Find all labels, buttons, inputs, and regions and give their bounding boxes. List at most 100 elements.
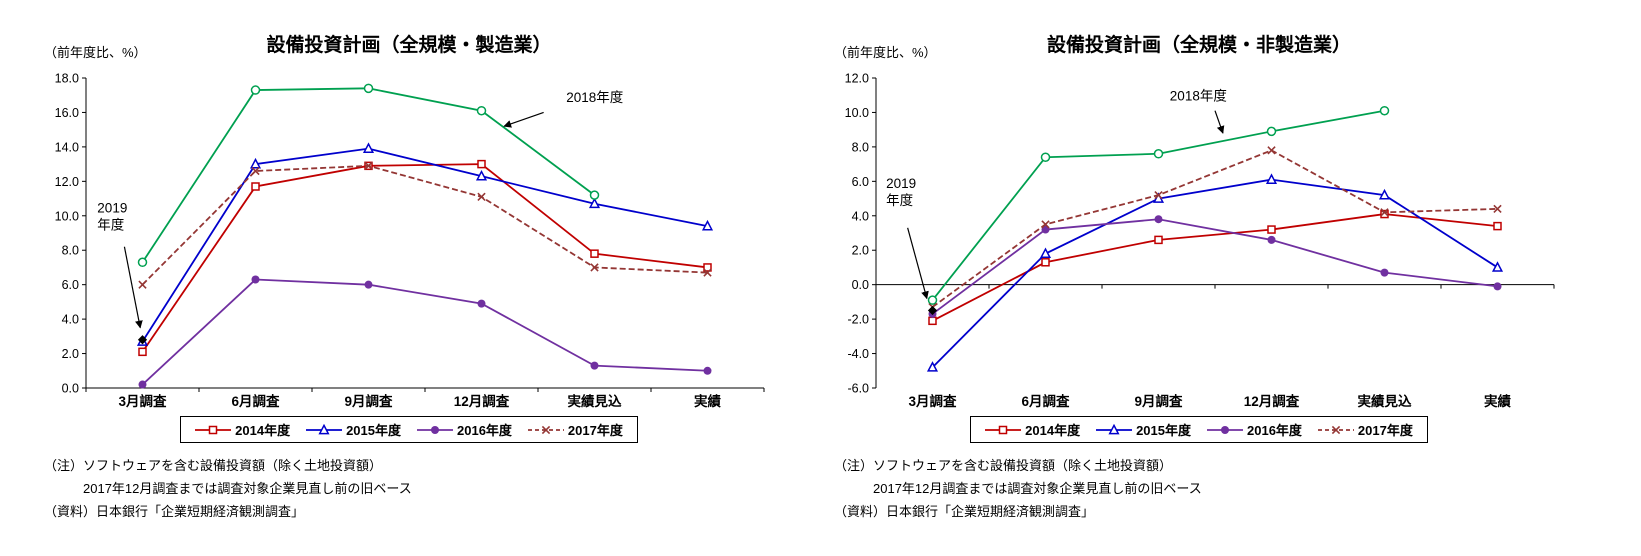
marker-square-open [138,347,147,357]
marker-circle-open [1266,126,1277,137]
marker-triangle-open [362,142,375,153]
marker-x [590,263,599,272]
series-2015年度 [926,173,1504,372]
legend-line-sample [1317,425,1354,434]
x-axis: 3月調査 6月調査 9月調査 12月調査 実績見込 実績 [875,284,1555,409]
marker-triangle-open [588,197,601,209]
marker-circle-filled [590,361,599,370]
legend-item-2017年度: 2017年度 [527,420,623,439]
notes-manufacturing: （注）ソフトウェアを含む設備投資額（除く土地投資額） 2017年12月調査までは… [44,455,790,523]
y-axis: -6.0 -4.0 -2.0 0.0 2.0 4.0 6.0 8.0 10.0 12.0 [845,72,877,396]
x-axis-label: 9月調査 [344,393,393,409]
chart-header: （前年度比、%） 設備投資計画（全規模・非製造業） [818,30,1580,66]
legend-item-2016年度: 2016年度 [1207,420,1302,439]
marker-x [703,268,712,277]
marker-x [1154,190,1163,200]
marker-circle-filled [1041,225,1050,234]
y-tick-label: 4.0 [852,209,869,223]
marker-circle-filled [1221,425,1229,434]
marker-circle-open [476,105,487,116]
y-tick-label: 2.0 [62,347,79,361]
legend-item-2015年度: 2015年度 [306,420,401,439]
series-2014年度 [138,159,712,357]
marker-square-open [251,182,260,191]
y-tick-label: 12.0 [55,175,79,189]
annotation-arrow [503,111,544,128]
annotation-label: 年度 [97,217,124,232]
legend-line-sample [1207,425,1243,434]
marker-x [1267,146,1276,155]
marker-circle-filled [477,299,486,308]
y-tick-label: 18.0 [55,72,79,86]
marker-circle-filled [1154,215,1163,224]
legend-label: 2015年度 [346,423,401,438]
marker-x [541,425,551,434]
marker-triangle-open [249,157,262,169]
marker-square-open [1154,235,1163,245]
legend-line-sample [527,425,564,434]
marker-circle-filled [1493,282,1502,291]
marker-triangle-open [1039,247,1052,259]
y-tick-label: 8.0 [852,140,869,154]
marker-circle-filled [431,425,439,434]
y-tick-label: 10.0 [845,106,869,120]
x-axis-label: 実績 [694,393,722,409]
annotation: 2018年度 [1170,88,1227,134]
legend-label: 2017年度 [567,423,623,438]
annotation: 2018年度 [503,90,623,128]
note-line: （資料）日本銀行「企業短期経済観測調査」 [44,503,305,519]
legend-line-sample [306,423,343,434]
x-axis-label: 実績見込 [1358,393,1412,409]
note-line: （注）ソフトウェアを含む設備投資額（除く土地投資額） [44,458,383,473]
annotation-arrow [1214,110,1225,134]
y-tick-label: 14.0 [55,140,79,154]
legend-line-sample [985,425,1022,434]
marker-square-open [1041,258,1050,267]
series-2015年度 [136,142,714,346]
legend-manufacturing: 2014年度 2015年度 2016年度 2017年度 [180,416,638,443]
annotation-label: 2019 [886,176,916,191]
marker-circle-filled [1380,268,1389,277]
marker-circle-filled [1267,235,1276,244]
marker-circle-open [363,83,374,94]
series-2017年度 [138,161,712,289]
marker-circle-open [137,257,148,268]
y-tick-label: 8.0 [62,244,79,258]
x-axis-label: 12月調査 [454,393,510,409]
marker-square-open [1493,221,1502,231]
annotation: 2019 年度 [97,200,143,329]
marker-triangle-open [701,219,714,231]
y-axis: 0.0 2.0 4.0 6.0 8.0 10.0 12.0 14.0 16.0 18.0 [55,72,87,396]
marker-x [1331,425,1341,434]
notes-non-manufacturing: （注）ソフトウェアを含む設備投資額（除く土地投資額） 2017年12月調査までは… [834,455,1580,523]
marker-square-open [1267,225,1276,234]
y-tick-label: 6.0 [62,278,79,292]
y-tick-label: -4.0 [847,347,869,361]
note-line: （注）ソフトウェアを含む設備投資額（除く土地投資額） [834,458,1173,473]
marker-square-open [928,316,937,326]
x-axis-label: 12月調査 [1244,393,1300,409]
chart-header: （前年度比、%） 設備投資計画（全規模・製造業） [28,30,790,66]
marker-circle-open [1153,149,1164,159]
x-axis-label: 実績 [1484,393,1512,409]
marker-circle-open [1040,152,1051,162]
marker-circle-filled [138,380,147,389]
marker-square-open [1380,209,1389,219]
legend-label: 2015年度 [1136,423,1191,438]
series-2016年度 [928,215,1502,318]
x-axis-label: 6月調査 [231,393,280,409]
marker-circle-filled [703,366,712,375]
x-axis-label: 実績見込 [568,393,622,409]
legend-item-2014年度: 2014年度 [985,420,1080,439]
series-2019年度 [927,305,938,316]
y-tick-label: 6.0 [852,175,869,189]
y-axis-unit-label: （前年度比、%） [44,45,147,60]
marker-triangle-open [475,169,488,181]
marker-square-open [998,425,1008,434]
x-axis-label: 9月調査 [1134,393,1183,409]
chart-manufacturing: （前年度比、%） 設備投資計画（全規模・製造業） 0.0 2.0 4.0 6.0 8.0… [28,0,790,523]
annotation: 2019 年度 [886,176,929,300]
legend-item-2014年度: 2014年度 [195,420,290,439]
marker-diamond-filled [137,335,148,345]
annotation-label: 2018年度 [1170,88,1227,103]
